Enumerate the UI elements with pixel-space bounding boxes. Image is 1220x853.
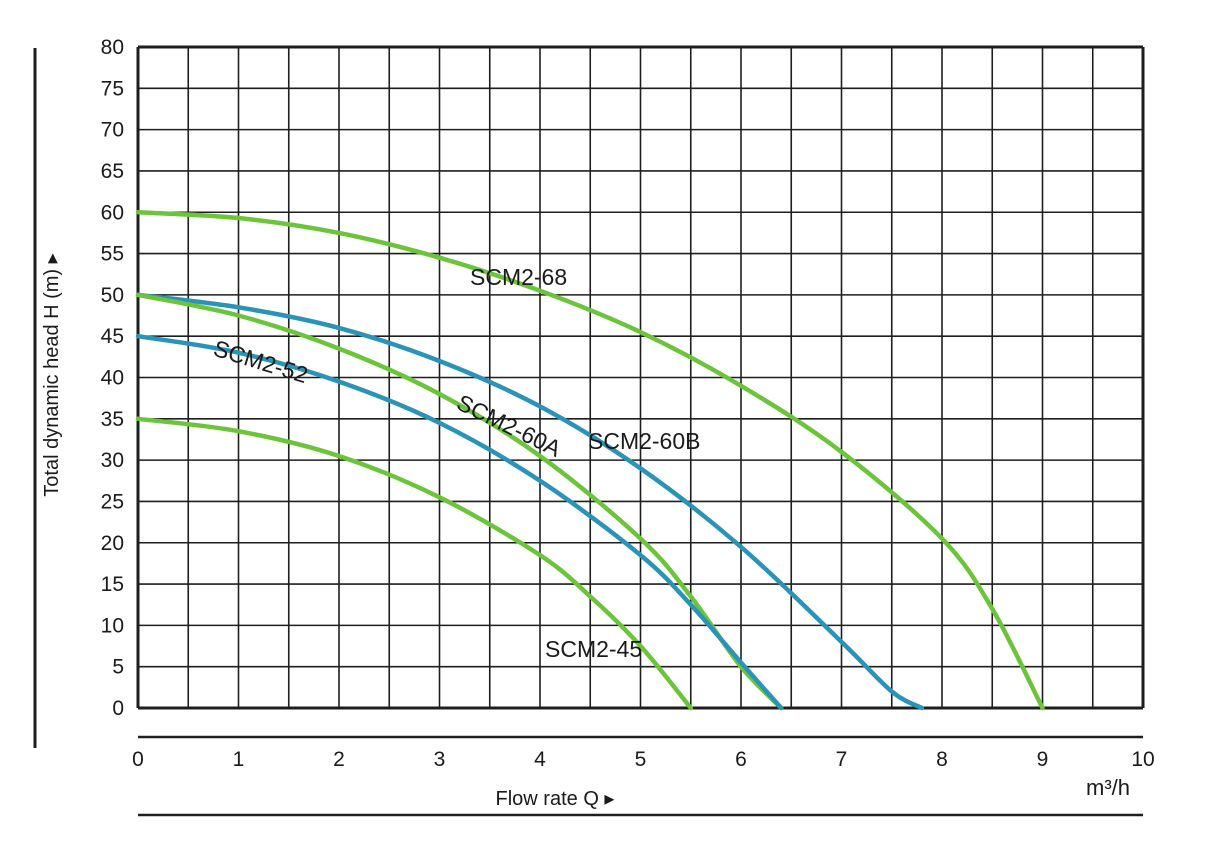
series-label-scm2-52: SCM2-52 (211, 335, 312, 388)
x-tick-label: 9 (1037, 748, 1049, 771)
y-tick-label: 55 (101, 243, 124, 266)
x-tick-label: 4 (534, 748, 546, 771)
y-tick-label: 25 (101, 490, 124, 513)
y-tick-label: 15 (101, 573, 124, 596)
y-tick-label: 0 (112, 697, 124, 720)
x-tick-label: 3 (434, 748, 446, 771)
y-tick-label: 30 (101, 449, 124, 472)
y-tick-labels: 0 5 10 15 20 25 30 35 40 45 50 55 60 65 70 75 80 (101, 36, 124, 720)
series-line-scm2-52 (135, 333, 784, 711)
x-tick-labels: 0 1 2 3 4 5 6 7 8 9 10 (132, 748, 1155, 771)
x-axis-unit: m³/h (1086, 775, 1130, 800)
x-axis-title: Flow rate Q ▸ (496, 788, 615, 810)
y-tick-label: 80 (101, 36, 124, 59)
series-label-scm2-45: SCM2-45 (545, 636, 642, 662)
x-tick-label: 0 (132, 748, 144, 771)
x-tick-label: 1 (233, 748, 245, 771)
y-tick-label: 75 (101, 77, 124, 100)
y-tick-label: 45 (101, 325, 124, 348)
y-axis-title: Total dynamic head H (m) ▸ (41, 253, 63, 496)
series-label-scm2-68: SCM2-68 (470, 264, 567, 290)
y-tick-label: 70 (101, 119, 124, 142)
y-tick-label: 20 (101, 532, 124, 555)
x-tick-label: 10 (1131, 748, 1154, 771)
grid (136, 45, 1145, 710)
series-label-scm2-60b: SCM2-60B (588, 428, 700, 454)
y-tick-label: 35 (101, 408, 124, 431)
x-tick-label: 2 (333, 748, 345, 771)
y-tick-label: 40 (101, 367, 124, 390)
x-tick-label: 7 (836, 748, 848, 771)
curves (135, 210, 1045, 711)
x-tick-label: 5 (635, 748, 647, 771)
x-tick-label: 8 (936, 748, 948, 771)
series-line-scm2-60b (135, 292, 925, 711)
y-tick-label: 50 (101, 284, 124, 307)
series-line-scm2-68 (135, 210, 1045, 711)
y-tick-label: 60 (101, 201, 124, 224)
x-tick-label: 6 (735, 748, 747, 771)
series-label-scm2-60a: SCM2-60A (453, 389, 566, 462)
y-tick-label: 10 (101, 614, 124, 637)
y-tick-label: 65 (101, 160, 124, 183)
series-line-scm2-45 (135, 416, 694, 711)
y-tick-label: 5 (112, 656, 124, 679)
